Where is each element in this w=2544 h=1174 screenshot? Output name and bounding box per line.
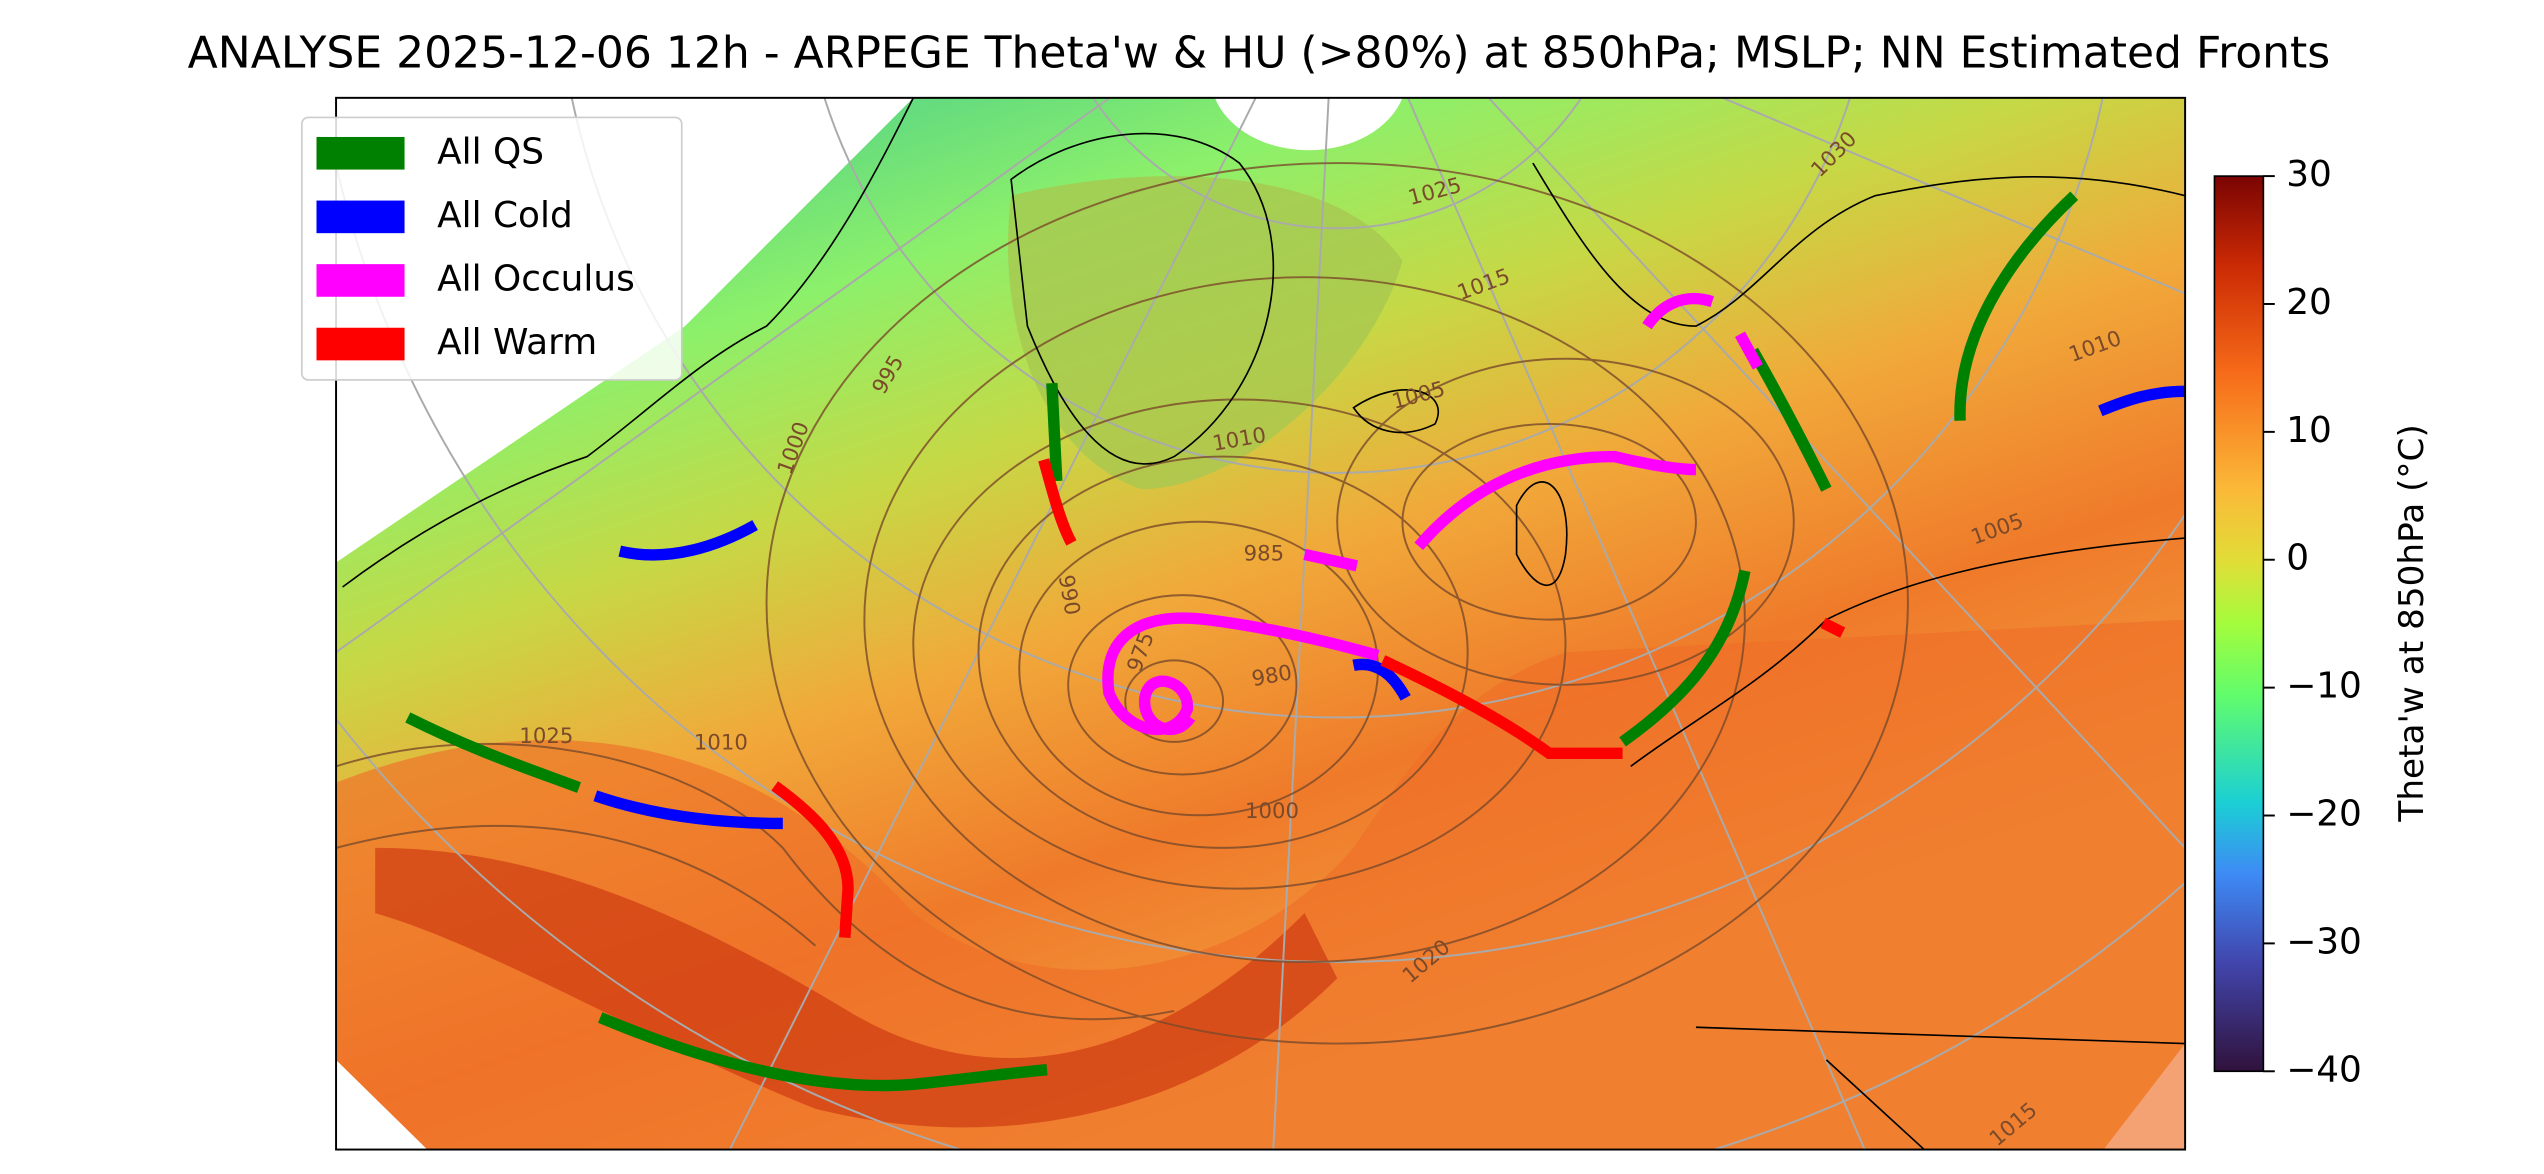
front <box>1414 450 1697 550</box>
colorbar-label: Theta'w at 850hPa (°C) <box>2392 424 2432 822</box>
front <box>618 520 758 561</box>
colorbar-tick-label: 10 <box>2286 410 2332 451</box>
fronts <box>405 191 2186 1092</box>
contour-label: 1010 <box>694 730 748 755</box>
colorbar-tick-label: −30 <box>2286 921 2362 962</box>
legend-box <box>301 116 683 381</box>
front <box>598 1012 1048 1092</box>
front <box>1748 347 1832 492</box>
front <box>593 790 783 830</box>
legend-label: All Occulus <box>437 258 635 299</box>
legend-swatch <box>316 136 405 170</box>
front <box>1102 612 1380 736</box>
front <box>1352 658 1411 701</box>
warm-core <box>375 847 1338 1128</box>
legend-label: All Warm <box>437 322 597 363</box>
colorbar <box>2213 175 2265 1073</box>
front <box>1303 548 1359 572</box>
colorbar-tick-label: −40 <box>2286 1049 2362 1090</box>
coastlines <box>342 97 2186 1150</box>
legend-label: All QS <box>437 131 544 172</box>
colorbar-tick-label: −20 <box>2286 794 2362 835</box>
contour-label: 1000 <box>1245 798 1299 823</box>
front <box>1734 331 1763 370</box>
colorbar-tick-label: 0 <box>2286 538 2309 579</box>
map-frame <box>335 96 2187 1151</box>
contour-label: 1025 <box>519 723 573 748</box>
front <box>1046 382 1063 482</box>
front <box>771 781 854 938</box>
legend-items: All QS All Cold All Occulus All Warm <box>316 131 635 363</box>
legend-label: All Cold <box>437 195 573 236</box>
front <box>1820 617 1846 638</box>
colorbar-ticks: −40 −30 −20 −10 0 10 20 30 <box>2263 154 2362 1090</box>
chart-title: ANALYSE 2025-12-06 12h - ARPEGE Theta'w … <box>188 27 2331 78</box>
contour-label: 985 <box>1244 540 1284 565</box>
front <box>405 712 582 793</box>
front <box>1619 569 1751 747</box>
legend-swatch <box>316 200 405 234</box>
map: 9859909759801000100510101015102010251030… <box>336 97 2186 1150</box>
legend: All QS All Cold All Occulus All Warm <box>301 116 683 381</box>
greenland <box>1008 176 1403 490</box>
front <box>1642 292 1715 330</box>
legend-swatch <box>316 264 405 297</box>
front <box>1380 655 1623 760</box>
isobars <box>336 162 1909 1045</box>
pole-gap <box>1214 97 1403 151</box>
front <box>2098 385 2186 417</box>
front <box>1038 458 1077 546</box>
front <box>1954 191 2079 421</box>
legend-swatch <box>316 327 405 361</box>
colorbar-tick-label: −10 <box>2286 666 2362 707</box>
colorbar-tick-label: 20 <box>2286 282 2332 323</box>
colorbar-tick-label: 30 <box>2286 154 2332 195</box>
